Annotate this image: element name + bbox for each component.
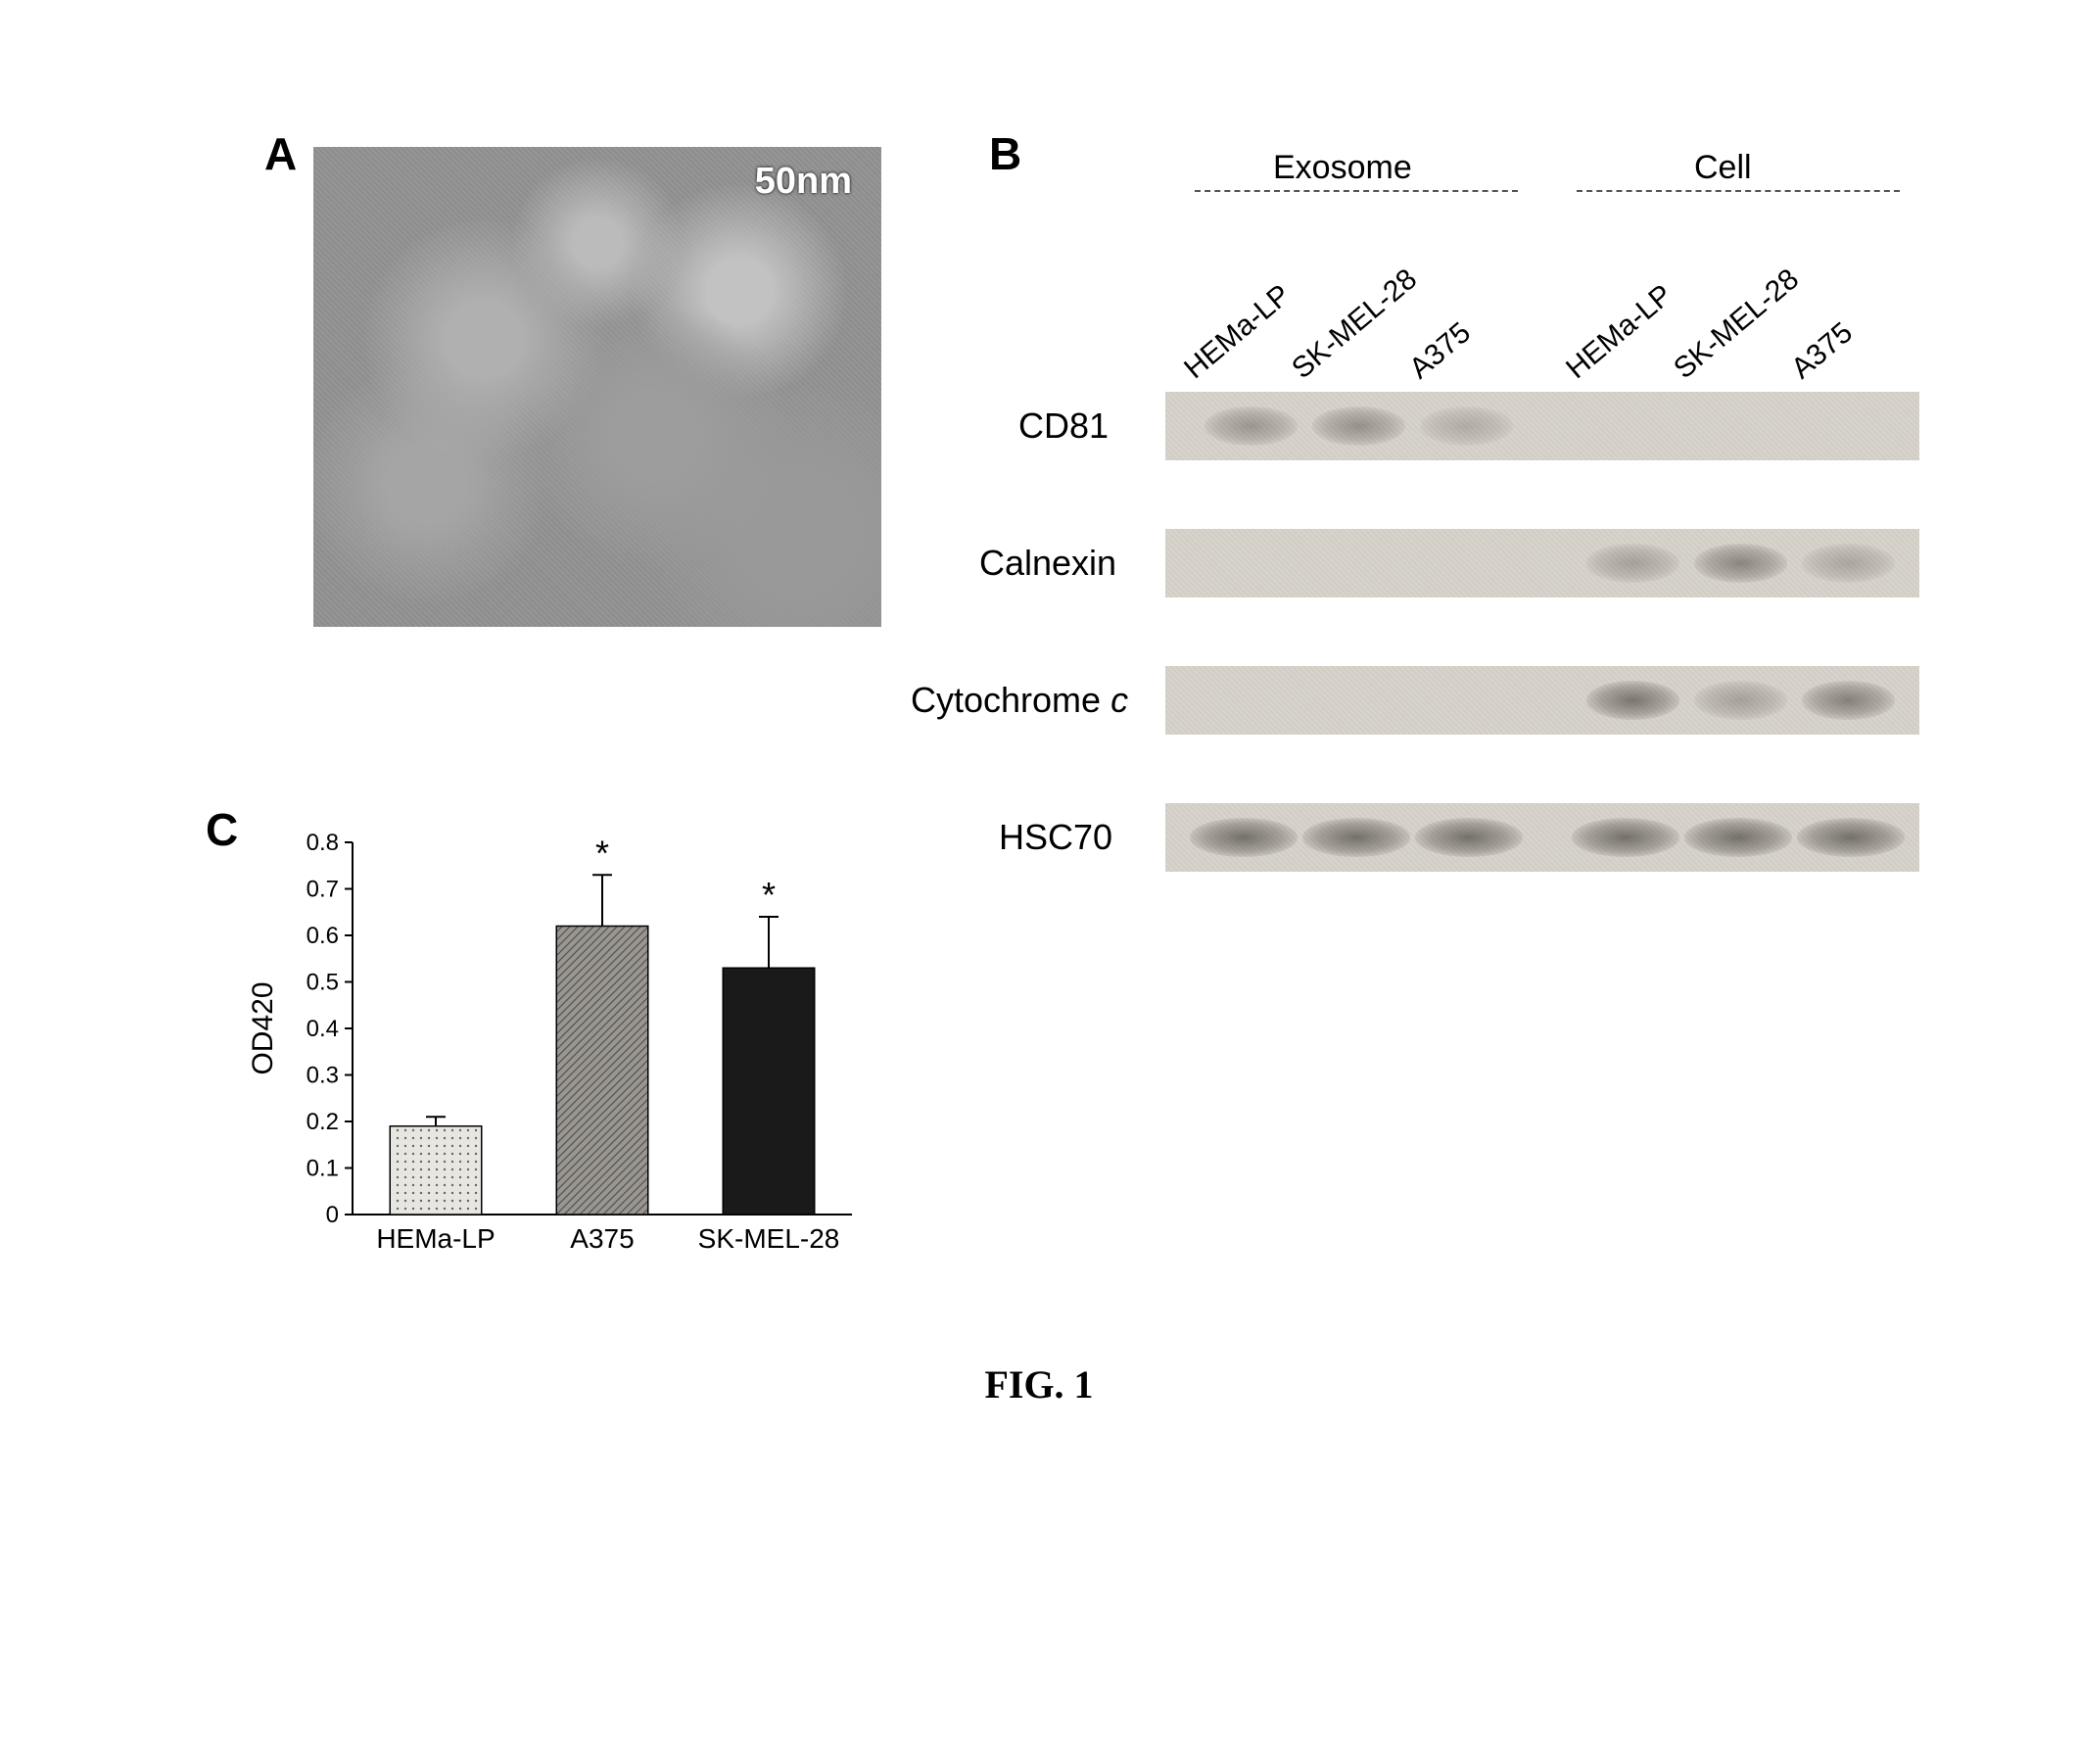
- wb-strip: [1165, 803, 1919, 872]
- x-category-label: SK-MEL-28: [698, 1223, 840, 1254]
- bar: [556, 927, 648, 1216]
- bar: [723, 968, 815, 1215]
- y-tick-label: 0.3: [307, 1063, 339, 1089]
- wb-group-label: Exosome: [1273, 149, 1412, 187]
- wb-band: [1586, 681, 1679, 719]
- y-tick-label: 0: [326, 1202, 339, 1228]
- wb-band: [1802, 544, 1895, 582]
- y-tick-label: 0.5: [307, 970, 339, 996]
- y-tick-label: 0.6: [307, 923, 339, 949]
- y-tick-label: 0.4: [307, 1016, 339, 1042]
- significance-star: *: [595, 833, 609, 873]
- wb-band: [1586, 544, 1679, 582]
- wb-band: [1802, 681, 1895, 719]
- y-axis-title: OD420: [247, 981, 279, 1074]
- wb-row-label: Calnexin: [979, 543, 1116, 584]
- wb-strip: [1165, 666, 1919, 735]
- wb-lane-label: SK-MEL-28: [1286, 262, 1424, 386]
- wb-band: [1694, 544, 1787, 582]
- y-tick-label: 0.7: [307, 877, 339, 903]
- y-tick-label: 0.2: [307, 1109, 339, 1135]
- wb-group-label: Cell: [1694, 149, 1752, 187]
- em-texture: [313, 147, 881, 627]
- wb-band: [1302, 818, 1410, 856]
- wb-lane-label: A375: [1785, 316, 1860, 386]
- x-category-label: A375: [570, 1223, 634, 1254]
- figure-caption: FIG. 1: [0, 1361, 2078, 1407]
- wb-strip: [1165, 529, 1919, 597]
- wb-row-label: Cytochrome c: [911, 680, 1128, 721]
- bar: [390, 1126, 482, 1215]
- x-category-label: HEMa-LP: [376, 1223, 495, 1254]
- panel-a-em-image: 50nm: [313, 147, 881, 627]
- wb-strip: [1165, 392, 1919, 460]
- panel-c-label: C: [206, 803, 238, 856]
- wb-group-line: [1195, 190, 1518, 192]
- wb-band: [1190, 818, 1298, 856]
- wb-row-label: CD81: [1018, 405, 1109, 447]
- chart-svg: 0 0.1 0.2 0.3 0.4 0.5 0.6 0.7 0.8 OD420 HEMa-LP * A3…: [245, 813, 872, 1283]
- wb-band: [1694, 681, 1787, 719]
- significance-star: *: [762, 875, 776, 915]
- panel-c-barchart: 0 0.1 0.2 0.3 0.4 0.5 0.6 0.7 0.8 OD420 HEMa-LP * A3…: [245, 813, 872, 1283]
- wb-band: [1204, 406, 1298, 445]
- wb-band: [1684, 818, 1792, 856]
- scale-bar-label: 50nm: [755, 161, 852, 203]
- wb-row-label: HSC70: [999, 817, 1112, 858]
- y-tick-label: 0.8: [307, 830, 339, 856]
- wb-band: [1797, 818, 1905, 856]
- wb-lane-label: SK-MEL-28: [1668, 262, 1806, 386]
- wb-lane-label: A375: [1403, 316, 1478, 386]
- y-tick-label: 0.1: [307, 1156, 339, 1182]
- wb-band: [1420, 406, 1513, 445]
- panel-a-label: A: [264, 127, 297, 180]
- wb-band: [1312, 406, 1405, 445]
- wb-band: [1572, 818, 1679, 856]
- wb-lane-label: HEMa-LP: [1560, 278, 1678, 386]
- panel-b-label: B: [989, 127, 1021, 180]
- wb-lane-label: HEMa-LP: [1178, 278, 1297, 386]
- wb-band: [1415, 818, 1523, 856]
- wb-group-line: [1577, 190, 1900, 192]
